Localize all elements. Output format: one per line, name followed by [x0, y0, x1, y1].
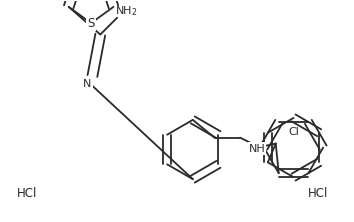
Text: NH: NH [249, 144, 266, 154]
Text: S: S [87, 17, 95, 30]
Text: NH$_2$: NH$_2$ [115, 4, 137, 18]
Text: N: N [83, 79, 92, 89]
Text: HCl: HCl [308, 187, 329, 200]
Text: HCl: HCl [17, 187, 37, 200]
Text: Cl: Cl [288, 127, 299, 137]
